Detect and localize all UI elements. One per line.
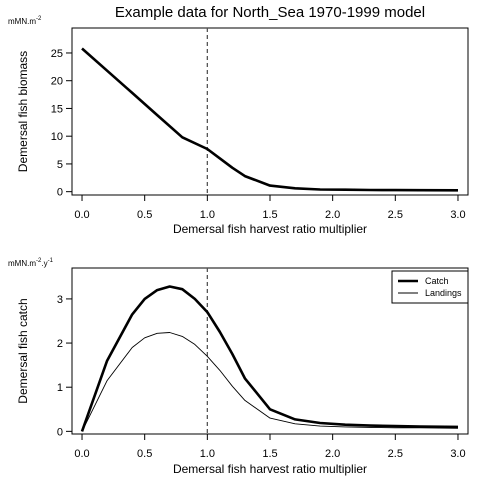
y-tick-label: 3: [57, 294, 63, 306]
y-unit-label: mMN.m-2: [8, 16, 42, 26]
y-unit-label: mMN.m-2.y-1: [8, 258, 54, 268]
x-tick-label: 1.5: [262, 209, 277, 221]
y-tick-label: 0: [57, 426, 63, 438]
page-title: Example data for North_Sea 1970-1999 mod…: [115, 4, 425, 21]
y-tick-label: 25: [51, 48, 63, 60]
unit-base: mMN.m: [8, 17, 36, 26]
series-line-landings: [81, 332, 459, 432]
plot-frame: [71, 27, 469, 196]
x-tick-label: 1.5: [262, 448, 277, 460]
unit-exponent: -2: [36, 16, 42, 22]
y-tick-label: 15: [51, 103, 63, 115]
legend: Catch Landings: [391, 270, 469, 304]
y-axis-label: Demersal fish catch: [16, 298, 30, 403]
chart-1: 0.0 0.5 1.0 1.5 2.0 2.5 3.0 0 5 10 15 20 25 Demersal …: [8, 16, 469, 236]
x-tick-label: 2.0: [325, 209, 340, 221]
y-tick-label: 10: [51, 131, 63, 143]
unit-exponent-2: -1: [48, 258, 54, 264]
unit-base: mMN.m: [8, 259, 36, 268]
series-line-catch: [80, 285, 459, 432]
y-tick-label: 5: [57, 159, 63, 171]
y-tick-label: 20: [51, 76, 63, 88]
x-tick-label: 3.0: [450, 209, 465, 221]
x-tick-label: 2.5: [388, 448, 403, 460]
y-tick-label: 2: [57, 338, 63, 350]
unit-exponent: -2: [36, 258, 42, 264]
x-tick-label: 1.0: [200, 209, 215, 221]
x-axis-label: Demersal fish harvest ratio multiplier: [173, 222, 367, 236]
series-line-1: [81, 47, 459, 192]
x-tick-label: 1.0: [200, 448, 215, 460]
unit-suffix: .y: [41, 259, 47, 268]
chart-2: 0.0 0.5 1.0 1.5 2.0 2.5 3.0 0 1 2 3 Demersal fish h…: [8, 258, 469, 476]
x-tick-label: 0.5: [137, 448, 152, 460]
x-tick-label: 0.0: [74, 209, 89, 221]
x-tick-label: 2.0: [325, 448, 340, 460]
x-tick-label: 2.5: [388, 209, 403, 221]
y-tick-label: 1: [57, 382, 63, 394]
x-tick-label: 0.5: [137, 209, 152, 221]
x-axis-label: Demersal fish harvest ratio multiplier: [173, 462, 367, 476]
legend-box: [391, 270, 469, 304]
x-tick-label: 3.0: [450, 448, 465, 460]
legend-label: Landings: [425, 288, 462, 298]
legend-label: Catch: [425, 276, 449, 286]
x-tick-label: 0.0: [74, 448, 89, 460]
y-axis-label: Demersal fish biomass: [16, 51, 30, 172]
y-tick-label: 0: [57, 187, 63, 199]
